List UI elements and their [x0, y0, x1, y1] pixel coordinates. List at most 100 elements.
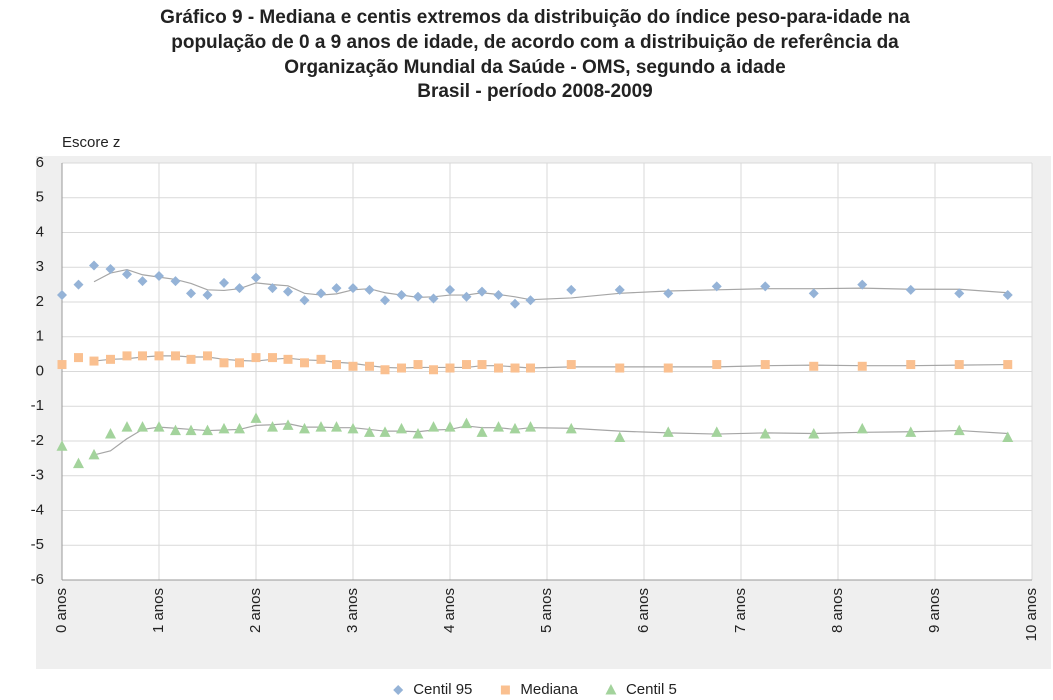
point: [364, 284, 375, 295]
point: [412, 291, 423, 302]
x-tick-label: 7 anos: [732, 588, 749, 633]
x-tick-label: 2 anos: [247, 588, 264, 633]
point: [364, 361, 374, 371]
point: [905, 426, 917, 437]
y-tick-label: 6: [36, 154, 44, 171]
y-tick-label: -4: [31, 501, 44, 518]
point: [88, 448, 100, 460]
point: [283, 354, 293, 364]
point: [711, 281, 722, 292]
y-axis-label: Escore z: [62, 134, 120, 151]
point: [1002, 290, 1013, 301]
point: [363, 426, 375, 437]
y-tick-label: -2: [31, 432, 44, 449]
point: [857, 361, 867, 371]
x-tick-label: 1 anos: [150, 588, 167, 633]
point: [234, 283, 245, 294]
point: [299, 422, 310, 434]
point: [250, 412, 262, 423]
point: [808, 288, 819, 299]
point: [412, 428, 424, 439]
point: [203, 351, 212, 361]
y-tick-label: 2: [36, 293, 44, 310]
point: [186, 288, 197, 299]
point: [712, 360, 722, 370]
point: [331, 283, 342, 294]
legend-marker: [605, 684, 617, 695]
point: [332, 360, 342, 370]
point: [510, 363, 520, 373]
point: [1002, 431, 1014, 443]
trendline: [93, 268, 1008, 301]
point: [73, 353, 83, 363]
point: [73, 279, 84, 290]
x-tick-label: 9 anos: [926, 588, 943, 633]
point: [169, 424, 181, 436]
point: [614, 284, 625, 295]
point: [428, 421, 440, 432]
point: [477, 286, 488, 297]
point: [525, 421, 537, 432]
x-tick-label: 3 anos: [344, 588, 361, 633]
point: [857, 279, 868, 290]
legend-label: Centil 5: [626, 681, 677, 698]
x-tick-label: 6 anos: [635, 588, 652, 633]
point: [615, 363, 625, 373]
point: [153, 421, 165, 432]
point: [954, 288, 965, 299]
point: [316, 354, 326, 364]
point: [202, 290, 213, 301]
point: [315, 288, 326, 299]
point: [185, 424, 197, 436]
point: [121, 269, 132, 280]
point: [348, 283, 358, 294]
point: [251, 353, 261, 363]
y-tick-label: 5: [36, 189, 44, 206]
point: [493, 421, 504, 432]
chart-title: Gráfico 9 - Mediana e centis extremos da…: [160, 7, 910, 28]
trendline: [93, 423, 1008, 456]
point: [565, 422, 577, 434]
point: [663, 363, 673, 373]
point: [509, 298, 520, 309]
chart-subtitle: Brasil - período 2008-2009: [417, 81, 653, 102]
chart-title: população de 0 a 9 anos de idade, de aco…: [171, 32, 899, 53]
point: [429, 365, 439, 375]
point: [282, 419, 294, 430]
point: [461, 360, 471, 370]
point: [170, 351, 180, 361]
point: [711, 426, 723, 437]
point: [526, 363, 536, 373]
point: [493, 290, 504, 301]
point: [105, 428, 116, 439]
x-tick-label: 4 anos: [441, 588, 458, 633]
point: [954, 360, 964, 370]
point: [809, 361, 819, 371]
point: [154, 270, 164, 281]
x-tick-label: 5 anos: [538, 588, 555, 633]
point: [509, 422, 521, 434]
point: [614, 431, 626, 443]
point: [122, 351, 132, 361]
point: [89, 356, 99, 366]
point: [760, 281, 771, 292]
y-tick-label: -6: [31, 571, 44, 588]
point: [380, 295, 391, 306]
point: [267, 353, 277, 363]
point: [380, 365, 390, 375]
point: [476, 426, 488, 437]
point: [445, 284, 455, 295]
x-tick-label: 10 anos: [1023, 588, 1040, 641]
point: [566, 360, 576, 370]
point: [759, 428, 771, 439]
point: [856, 422, 868, 434]
point: [477, 360, 487, 370]
point: [121, 421, 133, 432]
point: [105, 263, 116, 274]
point: [906, 360, 916, 370]
point: [348, 361, 358, 371]
point: [137, 276, 148, 287]
point: [905, 284, 916, 295]
point: [251, 272, 261, 283]
